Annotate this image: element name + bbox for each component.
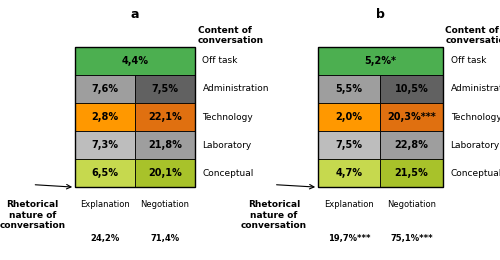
Bar	[75, 103, 135, 131]
Text: Conceptual: Conceptual	[202, 169, 254, 178]
Text: Negotiation: Negotiation	[140, 200, 190, 209]
Bar	[318, 103, 380, 131]
Text: Technology: Technology	[202, 113, 254, 121]
Bar	[135, 131, 195, 159]
Text: b: b	[376, 8, 385, 21]
Bar	[380, 131, 443, 159]
Bar	[75, 131, 135, 159]
Text: Explanation: Explanation	[324, 200, 374, 209]
Text: 2,8%: 2,8%	[92, 112, 118, 122]
Text: Content of
conversation: Content of conversation	[446, 26, 500, 46]
Text: 22,1%: 22,1%	[148, 112, 182, 122]
Text: 7,5%: 7,5%	[152, 84, 178, 94]
Bar	[318, 75, 380, 103]
Text: Conceptual: Conceptual	[450, 169, 500, 178]
Bar	[318, 47, 443, 75]
Text: 5,5%: 5,5%	[336, 84, 362, 94]
Text: 2,0%: 2,0%	[336, 112, 362, 122]
Bar	[135, 75, 195, 103]
Text: 7,6%: 7,6%	[92, 84, 118, 94]
Bar	[318, 47, 443, 187]
Bar	[380, 159, 443, 187]
Bar	[135, 103, 195, 131]
Text: 10,5%: 10,5%	[394, 84, 428, 94]
Text: 4,7%: 4,7%	[336, 168, 362, 178]
Bar	[75, 47, 195, 75]
Text: Laboratory: Laboratory	[202, 141, 252, 149]
Text: Rhetorical
nature of
conversation: Rhetorical nature of conversation	[240, 200, 307, 230]
Text: a: a	[131, 8, 139, 21]
Text: 5,2%*: 5,2%*	[364, 56, 396, 66]
Text: 21,5%: 21,5%	[394, 168, 428, 178]
Bar	[75, 159, 135, 187]
Text: 20,1%: 20,1%	[148, 168, 182, 178]
Text: 4,4%: 4,4%	[122, 56, 148, 66]
Bar	[318, 131, 380, 159]
Text: Laboratory: Laboratory	[450, 141, 500, 149]
Bar	[75, 47, 195, 187]
Text: 71,4%: 71,4%	[150, 234, 180, 243]
Text: Off task: Off task	[202, 56, 238, 65]
Text: 7,3%: 7,3%	[92, 140, 118, 150]
Text: Rhetorical
nature of
conversation: Rhetorical nature of conversation	[0, 200, 66, 230]
Bar	[135, 159, 195, 187]
Bar	[318, 159, 380, 187]
Text: Technology: Technology	[450, 113, 500, 121]
Text: 20,3%***: 20,3%***	[387, 112, 436, 122]
Text: Off task: Off task	[450, 56, 486, 65]
Text: 21,8%: 21,8%	[148, 140, 182, 150]
Text: Negotiation: Negotiation	[387, 200, 436, 209]
Text: 24,2%: 24,2%	[90, 234, 120, 243]
Text: Administration: Administration	[202, 84, 269, 93]
Text: 6,5%: 6,5%	[92, 168, 118, 178]
Text: 19,7%***: 19,7%***	[328, 234, 370, 243]
Text: 75,1%***: 75,1%***	[390, 234, 433, 243]
Text: 7,5%: 7,5%	[336, 140, 362, 150]
Text: 22,8%: 22,8%	[394, 140, 428, 150]
Text: Content of
conversation: Content of conversation	[198, 26, 264, 46]
Text: Explanation: Explanation	[80, 200, 130, 209]
Text: Administrative: Administrative	[450, 84, 500, 93]
Bar	[380, 75, 443, 103]
Bar	[380, 103, 443, 131]
Bar	[75, 75, 135, 103]
